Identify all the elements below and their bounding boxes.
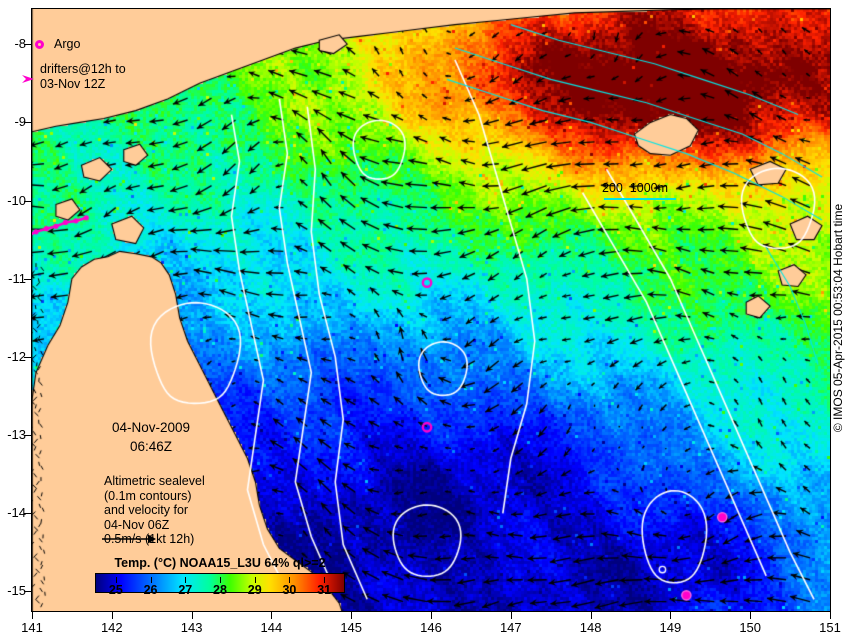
y-axis-label: -8 xyxy=(14,36,26,52)
colorbar-tick-label: 25 xyxy=(108,583,123,597)
argo-legend-label: Argo xyxy=(54,37,81,51)
colorbar-tick xyxy=(289,577,291,583)
colorbar[interactable]: Temp. (°C) NOAA15_L3U 64% ql>=2 25 26 27 28… xyxy=(95,556,345,597)
colorbar-tick xyxy=(254,577,256,583)
colorbar-tick xyxy=(185,577,187,583)
colorbar-tick-label: 31 xyxy=(317,583,332,597)
drifter-arrow-icon xyxy=(22,75,34,83)
x-axis-label: 145 xyxy=(340,620,363,635)
x-axis-label: 151 xyxy=(819,620,841,635)
x-axis-tick xyxy=(510,612,512,619)
y-axis-label: -10 xyxy=(7,192,26,208)
y-axis-tick xyxy=(24,200,31,202)
observation-datetime: 04-Nov-2009 06:46Z xyxy=(112,420,191,454)
x-axis-tick xyxy=(590,612,592,619)
x-axis-tick xyxy=(670,612,672,619)
y-axis-label: -15 xyxy=(7,583,26,599)
velocity-scale-arrow-icon xyxy=(102,534,156,544)
x-axis-tick xyxy=(191,612,193,619)
credit-text: © IMOS 05-Apr-2015 00:53:04 Hobart time xyxy=(831,203,845,433)
colorbar-tick-label: 27 xyxy=(178,583,193,597)
y-axis-label: -12 xyxy=(7,348,26,364)
argo-circle-icon xyxy=(35,40,44,49)
y-axis-tick xyxy=(24,122,31,124)
x-axis-label: 142 xyxy=(100,620,123,635)
x-axis-tick xyxy=(111,612,113,619)
y-axis-tick xyxy=(24,435,31,437)
x-axis-tick xyxy=(750,612,752,619)
y-axis-tick xyxy=(24,278,31,280)
y-axis-label: -14 xyxy=(7,505,26,521)
description-text: Altimetric sealevel (0.1m contours) and … xyxy=(104,474,205,546)
drifter-legend-label: drifters@12h to 03-Nov 12Z xyxy=(40,62,126,91)
colorbar-tick-label: 28 xyxy=(213,583,227,597)
x-axis-label: 150 xyxy=(739,620,762,635)
x-axis-label: 149 xyxy=(659,620,682,635)
colorbar-gradient xyxy=(95,573,345,593)
y-axis-tick xyxy=(24,513,31,515)
y-axis-tick xyxy=(24,356,31,358)
colorbar-tick xyxy=(115,577,117,583)
colorbar-tick-label: 26 xyxy=(143,583,158,597)
bathymetry-legend-label: 200 1000m xyxy=(602,181,669,195)
x-axis-label: 143 xyxy=(180,620,203,635)
x-axis-label: 147 xyxy=(499,620,522,635)
x-axis-tick xyxy=(830,612,831,619)
y-axis-tick xyxy=(24,44,31,46)
y-axis-tick xyxy=(24,591,31,593)
x-axis-tick xyxy=(351,612,353,619)
colorbar-tick xyxy=(150,577,152,583)
x-axis-label: 144 xyxy=(260,620,283,635)
x-axis-label: 146 xyxy=(420,620,442,635)
y-axis-label: -9 xyxy=(14,114,26,130)
contour-marker-layer xyxy=(32,9,830,611)
x-axis-label: 141 xyxy=(21,620,43,635)
colorbar-title: Temp. (°C) NOAA15_L3U 64% ql>=2 xyxy=(114,556,326,570)
colorbar-tick xyxy=(220,577,221,583)
y-axis-label: -11 xyxy=(8,270,26,286)
y-axis-label: -13 xyxy=(7,427,26,443)
map-plot-area[interactable] xyxy=(31,8,831,612)
x-axis-tick xyxy=(32,612,33,619)
x-axis-tick xyxy=(431,612,432,619)
colorbar-tick xyxy=(324,577,326,583)
x-axis-label: 148 xyxy=(579,620,602,635)
x-axis-tick xyxy=(271,612,273,619)
colorbar-tick-label: 29 xyxy=(247,583,262,597)
bathymetry-contour-sample xyxy=(604,198,676,200)
colorbar-tick-label: 30 xyxy=(282,583,297,597)
